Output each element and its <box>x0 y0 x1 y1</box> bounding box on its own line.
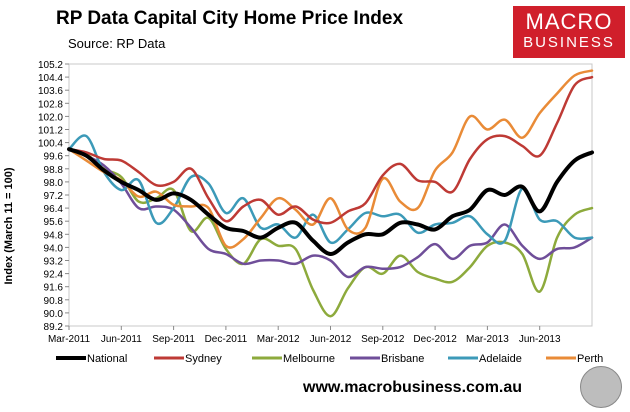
y-tick-label: 95.6 <box>44 217 64 228</box>
y-tick-label: 91.6 <box>44 283 64 294</box>
legend-label-adelaide: Adelaide <box>479 353 522 365</box>
y-tick-label: 90.8 <box>44 296 64 307</box>
wolf-seal-icon <box>580 366 622 408</box>
y-tick-label: 102.8 <box>38 99 63 110</box>
legend-label-national: National <box>87 353 127 365</box>
y-tick-label: 89.2 <box>44 322 64 333</box>
x-tick-label: Mar-2013 <box>466 334 509 345</box>
legend-label-brisbane: Brisbane <box>381 353 424 365</box>
chart-title: RP Data Capital City Home Price Index <box>56 8 404 29</box>
y-tick-label: 100.4 <box>38 139 63 150</box>
series-line-adelaide <box>67 134 594 245</box>
y-tick-label: 96.4 <box>44 204 64 215</box>
x-tick-label: Sep-2011 <box>152 334 195 345</box>
series-line-brisbane <box>67 147 594 279</box>
y-tick-label: 93.2 <box>44 257 64 268</box>
y-tick-label: 101.2 <box>38 126 63 137</box>
x-tick-label: Sep-2012 <box>361 334 405 345</box>
legend-label-perth: Perth <box>577 353 603 365</box>
series-line-perth <box>67 69 594 249</box>
y-tick-label: 98.8 <box>44 165 64 176</box>
series-line-sydney <box>67 75 594 225</box>
y-tick-label: 97.2 <box>44 191 64 202</box>
y-tick-label: 102.0 <box>38 112 63 123</box>
chart-subtitle: Source: RP Data <box>68 36 166 51</box>
y-tick-label: 92.4 <box>44 270 64 281</box>
x-tick-label: Mar-2012 <box>257 334 300 345</box>
legend-label-sydney: Sydney <box>185 353 222 365</box>
logo-line2: BUSINESS <box>523 34 615 51</box>
series-line-national <box>67 147 594 256</box>
macrobusiness-logo: MACRO BUSINESS <box>513 6 625 58</box>
y-tick-label: 105.2 <box>38 60 63 71</box>
footer-url: www.macrobusiness.com.au <box>303 379 523 396</box>
x-tick-label: Jun-2013 <box>519 334 561 345</box>
y-tick-label: 103.6 <box>38 86 63 97</box>
x-tick-label: Dec-2011 <box>205 334 248 345</box>
y-tick-label: 98.0 <box>44 178 64 189</box>
y-tick-label: 90.0 <box>44 309 64 320</box>
legend-label-melbourne: Melbourne <box>283 353 335 365</box>
logo-line1: MACRO <box>525 9 613 34</box>
y-tick-label: 94.8 <box>44 230 64 241</box>
y-tick-label: 99.6 <box>44 152 64 163</box>
y-tick-label: 94.0 <box>44 243 64 254</box>
x-tick-label: Jun-2012 <box>310 334 352 345</box>
x-tick-label: Jun-2011 <box>101 334 142 345</box>
y-tick-label: 104.4 <box>38 73 63 84</box>
x-tick-label: Mar-2011 <box>48 334 90 345</box>
x-tick-label: Dec-2012 <box>413 334 457 345</box>
